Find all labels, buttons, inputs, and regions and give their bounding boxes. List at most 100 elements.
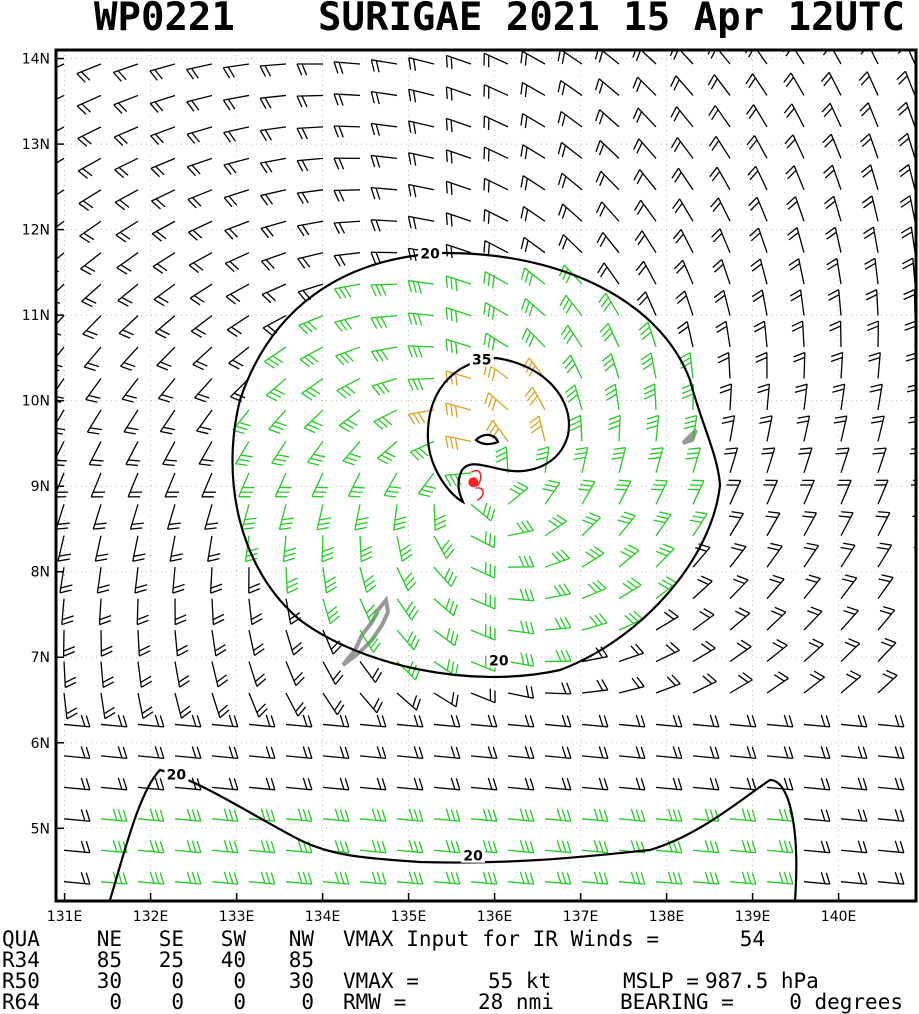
radii-header-sw: SW (221, 927, 247, 951)
wind-barb (63, 714, 91, 728)
wind-barb (759, 415, 773, 442)
wind-barb (433, 840, 461, 854)
wind-barb (618, 676, 645, 694)
wind-barb (174, 692, 192, 719)
wind-barb (396, 714, 424, 728)
wind-barb (137, 840, 165, 854)
wind-barb (174, 840, 202, 854)
wind-barb (507, 620, 535, 635)
wind-barb (749, 227, 768, 253)
wind-barb (470, 777, 498, 791)
wind-barb (407, 183, 435, 198)
contour-label-bg (469, 350, 494, 367)
r34-nw: 85 (289, 948, 314, 972)
wind-barb (860, 164, 879, 190)
contour-label-bg (164, 765, 189, 782)
wind-barb (63, 809, 91, 822)
wind-barb (296, 94, 324, 108)
wind-barb (544, 682, 572, 695)
wind-barb (61, 598, 74, 626)
wind-barb (507, 808, 535, 822)
wind-barb (125, 441, 141, 467)
x-tick-label: 132E (133, 909, 169, 925)
wind-barb (137, 871, 165, 885)
wind-barb (709, 166, 731, 191)
wind-barb (611, 447, 627, 474)
wind-barb (877, 840, 905, 854)
wind-barb (794, 383, 808, 411)
x-tick-label: 136E (477, 909, 513, 925)
wind-barb (803, 872, 831, 885)
wind-barb (729, 542, 747, 568)
wind-barb (80, 252, 102, 276)
wind-barb (692, 777, 720, 791)
x-tick-label: 137E (563, 909, 599, 925)
wind-barb (685, 447, 702, 474)
wind-barb (560, 324, 583, 348)
wind-barb (82, 315, 102, 340)
wind-barb (56, 189, 65, 209)
wind-barb (433, 714, 461, 728)
wind-barb (100, 777, 128, 791)
wind-barb (333, 189, 361, 202)
wind-barb (211, 661, 229, 688)
wind-barb (899, 195, 916, 222)
y-tick-label: 11N (22, 308, 50, 324)
land-outlines (341, 428, 698, 667)
wind-barb (483, 301, 509, 320)
wind-barb (766, 671, 789, 694)
wind-barb (618, 643, 645, 663)
wind-barb (57, 535, 72, 562)
wind-barb (692, 640, 716, 663)
y-tick-label: 13N (22, 137, 50, 153)
wind-barb (800, 479, 815, 505)
wind-barb (285, 692, 307, 717)
wind-barb (172, 567, 185, 594)
y-tick-label: 5N (31, 821, 50, 837)
wind-barb (56, 283, 65, 308)
wind-barb (190, 315, 213, 338)
wind-barb (260, 220, 287, 239)
wind-barb (222, 63, 250, 79)
wind-barb (211, 746, 239, 759)
wind-barb (728, 511, 745, 537)
contour-20-south (108, 768, 798, 901)
wind-barb (595, 201, 620, 222)
wind-barb (581, 840, 609, 854)
wind-barb (333, 157, 361, 170)
wind-barb (211, 871, 239, 885)
wind-barb (679, 352, 694, 379)
wind-barb (524, 386, 546, 411)
y-axis-ticks: 5N 6N 7N 8N 9N 10N 11N 12N 13N 14N (22, 52, 64, 837)
wind-barb (793, 351, 806, 379)
wind-barb (100, 661, 115, 689)
wind-barb (321, 535, 334, 563)
radii-header-qua: QUA (2, 927, 40, 951)
wind-barb (599, 322, 620, 348)
wind-barb (56, 94, 65, 101)
wind-barb (766, 606, 787, 631)
wind-barb (370, 122, 398, 136)
wind-barb (88, 441, 104, 467)
wind-barb (174, 808, 202, 822)
wind-barb (79, 220, 102, 244)
wind-barb (763, 479, 779, 505)
wind-barb (903, 289, 916, 316)
wind-barb (86, 409, 102, 435)
contour-label-bg (418, 244, 443, 261)
wind-barb (204, 504, 219, 530)
wind-barb (174, 661, 190, 688)
wind-barb (248, 840, 276, 854)
r50-sw: 0 (233, 969, 246, 993)
wind-barb (433, 504, 447, 531)
wind-barb (802, 511, 818, 537)
wind-barb (483, 271, 509, 289)
wind-barb (137, 777, 165, 791)
wind-barb (407, 152, 435, 166)
wind-barb (632, 76, 657, 96)
wind-barb (655, 543, 675, 568)
wind-barb (396, 840, 424, 854)
wind-barb (211, 692, 230, 719)
wind-barb (833, 415, 848, 442)
wind-barb (803, 809, 831, 822)
